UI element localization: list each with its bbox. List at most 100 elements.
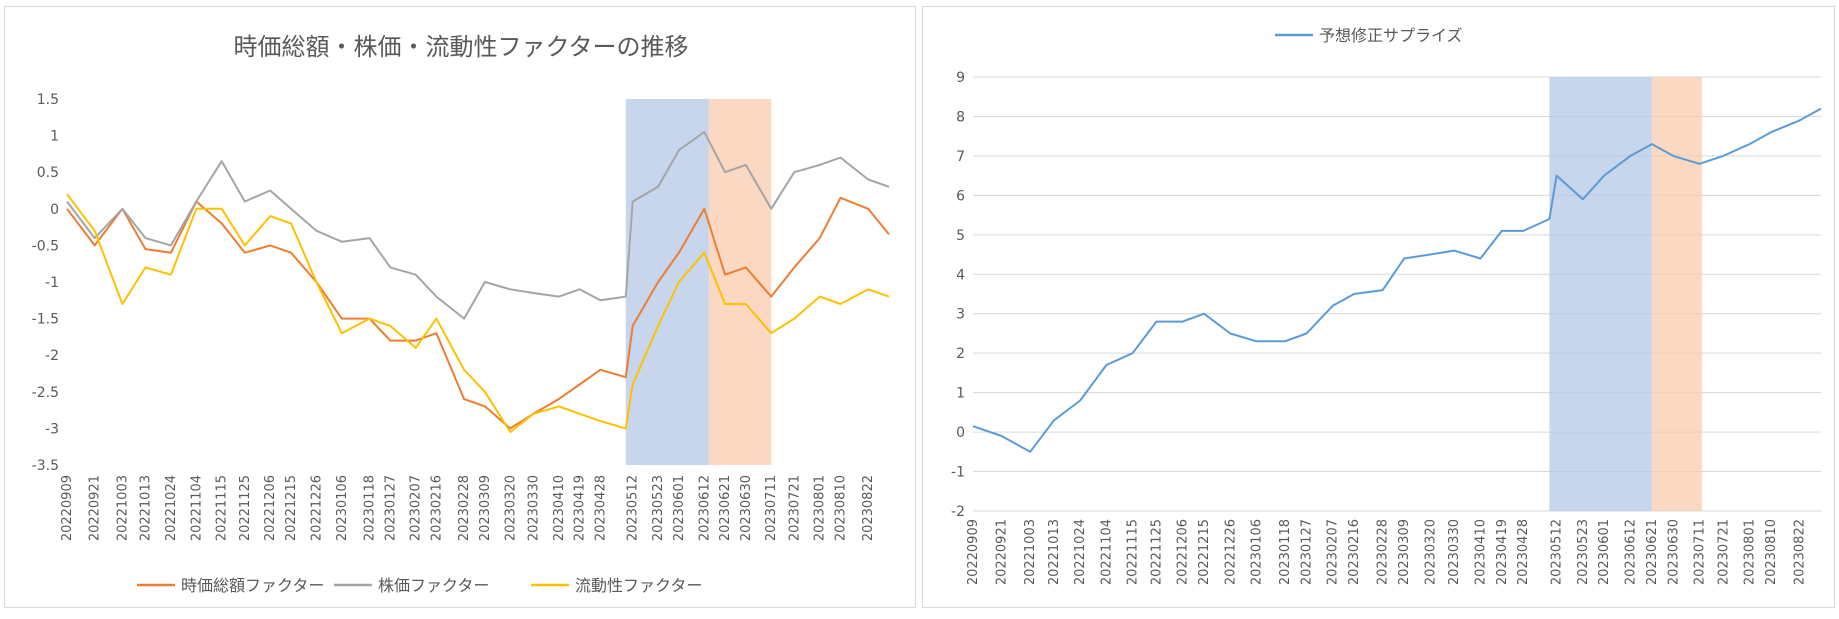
x-tick-label-31: 20230801 <box>1743 519 1758 585</box>
x-tick-label-21: 20230419 <box>1495 519 1510 585</box>
x-tick-label-9: 20221215 <box>1197 519 1212 585</box>
x-tick-label-29: 20230711 <box>764 475 779 541</box>
y-tick-label-10: -3.5 <box>32 458 59 474</box>
x-tick-label-33: 20230822 <box>861 475 876 541</box>
x-tick-label-1: 20220921 <box>995 519 1010 585</box>
x-tick-label-32: 20230810 <box>1764 519 1779 585</box>
x-tick-label-31: 20230801 <box>813 475 828 541</box>
series-line-0 <box>66 196 890 430</box>
x-tick-label-1: 20220921 <box>88 475 103 541</box>
x-tick-label-5: 20221104 <box>189 475 204 541</box>
y-tick-label-1: 1 <box>50 129 59 145</box>
x-tick-label-30: 20230721 <box>1716 519 1731 585</box>
x-tick-label-16: 20230228 <box>457 475 472 541</box>
x-tick-label-29: 20230711 <box>1693 519 1708 585</box>
x-tick-label-28: 20230630 <box>1666 519 1681 585</box>
y-tick-label-4: 5 <box>956 228 965 244</box>
y-tick-label-1: 8 <box>956 109 965 125</box>
x-tick-label-19: 20230330 <box>526 475 541 541</box>
x-tick-label-8: 20221206 <box>263 475 278 541</box>
series-line-0 <box>972 107 1822 453</box>
y-tick-label-3: 0 <box>50 202 59 218</box>
shaded-range-1 <box>708 99 772 465</box>
x-tick-label-25: 20230601 <box>672 475 687 541</box>
x-tick-label-14: 20230207 <box>1326 519 1341 585</box>
x-tick-label-4: 20221024 <box>1073 519 1088 585</box>
x-tick-label-27: 20230621 <box>718 475 733 541</box>
x-tick-label-23: 20230512 <box>626 475 641 541</box>
y-tick-label-6: -1.5 <box>32 312 59 328</box>
x-tick-label-26: 20230612 <box>697 475 712 541</box>
x-tick-label-21: 20230419 <box>573 475 588 541</box>
x-tick-label-13: 20230127 <box>1299 519 1314 585</box>
x-tick-label-18: 20230320 <box>1423 519 1438 585</box>
shaded-range-0 <box>625 99 709 465</box>
x-tick-label-14: 20230207 <box>409 475 424 541</box>
x-tick-label-8: 20221206 <box>1176 519 1191 585</box>
x-tick-label-9: 20221215 <box>284 475 299 541</box>
x-tick-label-20: 20230410 <box>1473 519 1488 585</box>
x-tick-label-18: 20230320 <box>503 475 518 541</box>
x-tick-label-19: 20230330 <box>1447 519 1462 585</box>
shaded-range-0 <box>1549 77 1652 511</box>
y-tick-label-9: -3 <box>45 421 59 437</box>
x-tick-label-11: 20230106 <box>335 475 350 541</box>
x-tick-label-28: 20230630 <box>739 475 754 541</box>
y-tick-label-0: 1.5 <box>37 92 59 108</box>
x-tick-label-17: 20230309 <box>478 475 493 541</box>
y-tick-label-7: -2 <box>45 348 59 364</box>
x-tick-label-7: 20221125 <box>238 475 253 541</box>
x-tick-label-26: 20230612 <box>1623 519 1638 585</box>
y-tick-label-11: -2 <box>951 504 965 520</box>
x-tick-label-3: 20221013 <box>1047 519 1062 585</box>
x-tick-label-6: 20221115 <box>1126 519 1141 585</box>
x-tick-label-13: 20230127 <box>383 475 398 541</box>
left-chart-panel: 時価総額・株価・流動性ファクターの推移 1.5 1 0.5 0 -0.5 -1 -1.5 -2 -… <box>4 6 916 608</box>
y-tick-label-0: 9 <box>956 70 965 86</box>
x-tick-label-23: 20230512 <box>1550 519 1565 585</box>
y-tick-label-4: -0.5 <box>32 238 59 254</box>
x-tick-label-25: 20230601 <box>1597 519 1612 585</box>
x-tick-label-12: 20230118 <box>1278 519 1293 585</box>
x-tick-label-10: 20221226 <box>309 475 324 541</box>
chart-title: 時価総額・株価・流動性ファクターの推移 <box>233 33 688 61</box>
y-tick-label-5: 4 <box>956 267 965 283</box>
y-tick-label-8: 1 <box>956 386 965 402</box>
x-tick-label-15: 20230216 <box>1347 519 1362 585</box>
left-chart: 時価総額・株価・流動性ファクターの推移 1.5 1 0.5 0 -0.5 -1 -1.5 -2 -… <box>32 33 890 595</box>
x-tick-label-16: 20230228 <box>1376 519 1391 585</box>
x-tick-label-5: 20221104 <box>1099 519 1114 585</box>
right-chart-panel: 9 8 7 6 5 4 3 2 1 0 -1 -2 20220909 20220921 20221003 20… <box>922 6 1835 608</box>
y-tick-label-6: 3 <box>956 307 965 323</box>
x-tick-label-0: 20220909 <box>966 519 981 585</box>
x-tick-label-33: 20230822 <box>1793 519 1808 585</box>
x-tick-label-15: 20230216 <box>429 475 444 541</box>
x-tick-label-2: 20221003 <box>1023 519 1038 585</box>
x-tick-label-10: 20221226 <box>1223 519 1238 585</box>
legend-label-0: 予想修正サプライズ <box>1319 26 1463 45</box>
y-tick-label-9: 0 <box>956 425 965 441</box>
x-tick-label-27: 20230621 <box>1645 519 1660 585</box>
x-tick-label-11: 20230106 <box>1249 519 1264 585</box>
x-tick-label-22: 20230428 <box>1516 519 1531 585</box>
x-tick-label-0: 20220909 <box>60 475 75 541</box>
x-tick-label-6: 20221115 <box>215 475 230 541</box>
x-tick-label-4: 20221024 <box>164 475 179 541</box>
x-tick-label-24: 20230523 <box>651 475 666 541</box>
x-tick-label-30: 20230721 <box>787 475 802 541</box>
legend-label-2: 流動性ファクター <box>575 576 702 595</box>
x-tick-label-7: 20221125 <box>1149 519 1164 585</box>
x-tick-label-3: 20221013 <box>139 475 154 541</box>
x-tick-label-20: 20230410 <box>552 475 567 541</box>
y-tick-label-8: -2.5 <box>32 385 59 401</box>
y-tick-label-7: 2 <box>956 346 965 362</box>
series-line-2 <box>66 193 890 434</box>
legend-label-0: 時価総額ファクター <box>181 576 324 595</box>
x-tick-label-17: 20230309 <box>1397 519 1412 585</box>
y-tick-label-2: 0.5 <box>37 165 59 181</box>
y-tick-label-2: 7 <box>956 149 965 165</box>
x-tick-label-2: 20221003 <box>115 475 130 541</box>
shaded-range-1 <box>1651 77 1702 511</box>
y-tick-label-5: -1 <box>45 275 59 291</box>
